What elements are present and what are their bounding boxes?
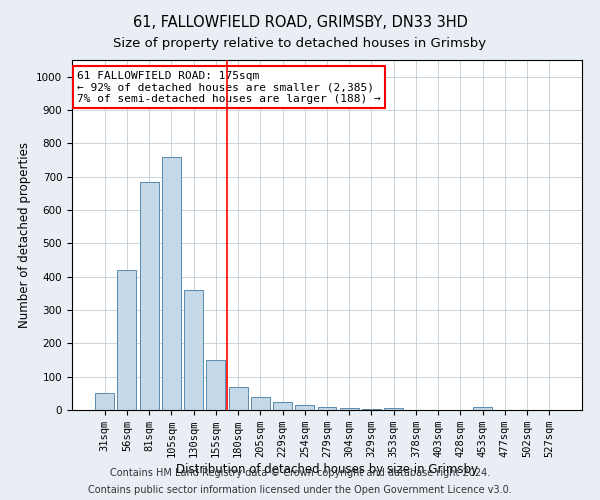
- Text: Contains public sector information licensed under the Open Government Licence v3: Contains public sector information licen…: [88, 485, 512, 495]
- Bar: [273, 402, 292, 410]
- Bar: [184, 290, 203, 410]
- Text: Size of property relative to detached houses in Grimsby: Size of property relative to detached ho…: [113, 38, 487, 51]
- Bar: [251, 398, 270, 410]
- Text: Contains HM Land Registry data © Crown copyright and database right 2024.: Contains HM Land Registry data © Crown c…: [110, 468, 490, 477]
- Bar: [140, 182, 158, 410]
- Bar: [118, 270, 136, 410]
- Bar: [317, 406, 337, 410]
- Bar: [295, 405, 314, 410]
- Text: 61, FALLOWFIELD ROAD, GRIMSBY, DN33 3HD: 61, FALLOWFIELD ROAD, GRIMSBY, DN33 3HD: [133, 15, 467, 30]
- Bar: [473, 406, 492, 410]
- Bar: [384, 408, 403, 410]
- Bar: [206, 360, 225, 410]
- Bar: [229, 386, 248, 410]
- Bar: [95, 394, 114, 410]
- Y-axis label: Number of detached properties: Number of detached properties: [17, 142, 31, 328]
- Bar: [340, 408, 359, 410]
- Text: 61 FALLOWFIELD ROAD: 175sqm
← 92% of detached houses are smaller (2,385)
7% of s: 61 FALLOWFIELD ROAD: 175sqm ← 92% of det…: [77, 70, 381, 104]
- X-axis label: Distribution of detached houses by size in Grimsby: Distribution of detached houses by size …: [176, 463, 478, 476]
- Bar: [162, 156, 181, 410]
